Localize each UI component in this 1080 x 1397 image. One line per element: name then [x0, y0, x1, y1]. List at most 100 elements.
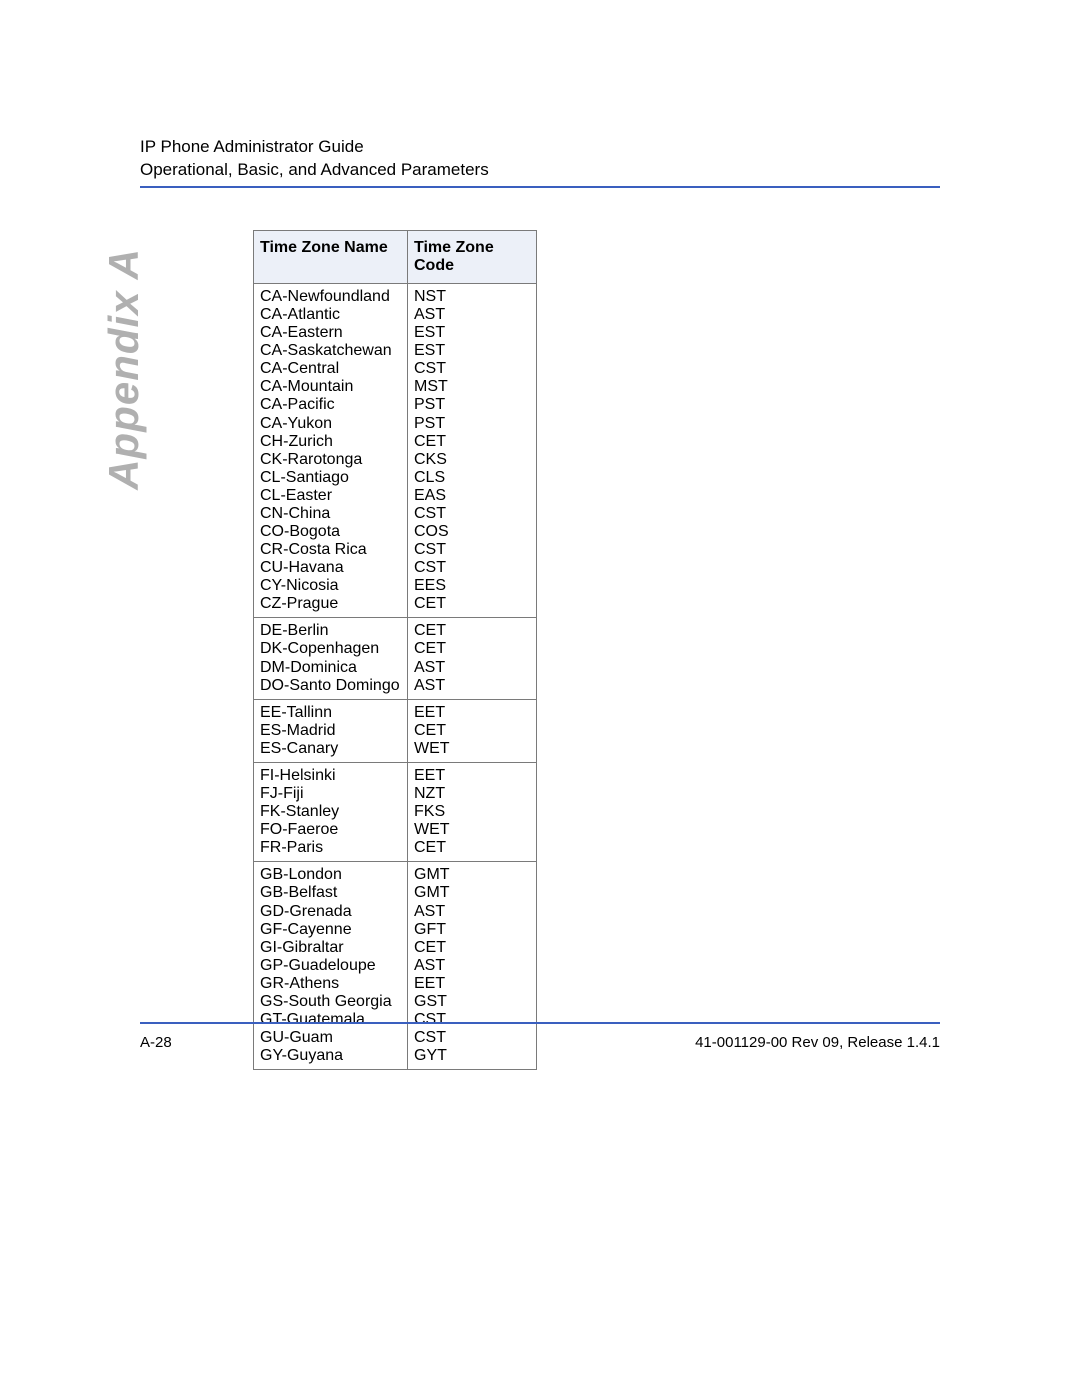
- timezone-name: CA-Eastern: [260, 324, 401, 342]
- group-col-code: EETNZTFKSWETCET: [408, 763, 536, 861]
- timezone-code: WET: [414, 740, 530, 758]
- timezone-code: NZT: [414, 785, 530, 803]
- timezone-code: MST: [414, 378, 530, 396]
- group-col-name: DE-BerlinDK-CopenhagenDM-DominicaDO-Sant…: [254, 618, 408, 698]
- group-col-name: FI-HelsinkiFJ-FijiFK-StanleyFO-FaeroeFR-…: [254, 763, 408, 861]
- timezone-name: FK-Stanley: [260, 803, 401, 821]
- timezone-name: FI-Helsinki: [260, 767, 401, 785]
- timezone-name: FR-Paris: [260, 839, 401, 857]
- group-col-code: NSTASTESTESTCSTMSTPSTPSTCETCKSCLSEASCSTC…: [408, 284, 536, 617]
- timezone-name: CA-Saskatchewan: [260, 342, 401, 360]
- timezone-name: GB-Belfast: [260, 884, 401, 902]
- timezone-code: AST: [414, 306, 530, 324]
- page-number: A-28: [140, 1034, 172, 1051]
- timezone-name: CL-Easter: [260, 487, 401, 505]
- timezone-name: CZ-Prague: [260, 595, 401, 613]
- timezone-code: AST: [414, 677, 530, 695]
- timezone-code: CET: [414, 622, 530, 640]
- timezone-code: COS: [414, 523, 530, 541]
- table-group: DE-BerlinDK-CopenhagenDM-DominicaDO-Sant…: [254, 618, 536, 699]
- timezone-name: GS-South Georgia: [260, 993, 401, 1011]
- timezone-name: GD-Grenada: [260, 903, 401, 921]
- timezone-name: GR-Athens: [260, 975, 401, 993]
- timezone-code: CET: [414, 640, 530, 658]
- doc-revision: 41-001129-00 Rev 09, Release 1.4.1: [695, 1034, 940, 1051]
- timezone-name: CY-Nicosia: [260, 577, 401, 595]
- doc-title: IP Phone Administrator Guide: [140, 137, 940, 157]
- timezone-name: DK-Copenhagen: [260, 640, 401, 658]
- timezone-name: ES-Madrid: [260, 722, 401, 740]
- timezone-name: GB-London: [260, 866, 401, 884]
- timezone-code: AST: [414, 903, 530, 921]
- page-footer: A-28 41-001129-00 Rev 09, Release 1.4.1: [140, 1022, 940, 1051]
- timezone-code: EET: [414, 704, 530, 722]
- timezone-code: EST: [414, 342, 530, 360]
- timezone-code: CLS: [414, 469, 530, 487]
- timezone-name: GP-Guadeloupe: [260, 957, 401, 975]
- timezone-name: DE-Berlin: [260, 622, 401, 640]
- page-content: IP Phone Administrator Guide Operational…: [140, 137, 940, 1070]
- timezone-code: CST: [414, 360, 530, 378]
- timezone-name: CA-Newfoundland: [260, 288, 401, 306]
- timezone-code: CST: [414, 505, 530, 523]
- doc-subtitle: Operational, Basic, and Advanced Paramet…: [140, 160, 940, 180]
- timezone-code: CKS: [414, 451, 530, 469]
- timezone-code: NST: [414, 288, 530, 306]
- timezone-code: AST: [414, 957, 530, 975]
- timezone-code: EAS: [414, 487, 530, 505]
- timezone-code: PST: [414, 415, 530, 433]
- timezone-code: FKS: [414, 803, 530, 821]
- timezone-name: DM-Dominica: [260, 659, 401, 677]
- timezone-code: EET: [414, 975, 530, 993]
- timezone-code: CET: [414, 433, 530, 451]
- timezone-name: ES-Canary: [260, 740, 401, 758]
- timezone-code: CET: [414, 722, 530, 740]
- group-col-name: CA-NewfoundlandCA-AtlanticCA-EasternCA-S…: [254, 284, 408, 617]
- table-group: FI-HelsinkiFJ-FijiFK-StanleyFO-FaeroeFR-…: [254, 763, 536, 862]
- timezone-name: CO-Bogota: [260, 523, 401, 541]
- timezone-name: CH-Zurich: [260, 433, 401, 451]
- timezone-name: CA-Yukon: [260, 415, 401, 433]
- timezone-code: EST: [414, 324, 530, 342]
- table-group: EE-TallinnES-MadridES-CanaryEETCETWET: [254, 700, 536, 763]
- timezone-name: CK-Rarotonga: [260, 451, 401, 469]
- group-col-code: CETCETASTAST: [408, 618, 536, 698]
- timezone-name: EE-Tallinn: [260, 704, 401, 722]
- timezone-code: GMT: [414, 884, 530, 902]
- group-col-name: EE-TallinnES-MadridES-Canary: [254, 700, 408, 762]
- timezone-code: GST: [414, 993, 530, 1011]
- footer-row: A-28 41-001129-00 Rev 09, Release 1.4.1: [140, 1034, 940, 1051]
- appendix-label: Appendix A: [100, 248, 148, 490]
- group-col-code: EETCETWET: [408, 700, 536, 762]
- timezone-name: CU-Havana: [260, 559, 401, 577]
- table-header-row: Time Zone Name Time Zone Code: [254, 231, 536, 284]
- timezone-code: WET: [414, 821, 530, 839]
- timezone-code: CST: [414, 559, 530, 577]
- timezone-code: CET: [414, 595, 530, 613]
- timezone-name: CA-Pacific: [260, 396, 401, 414]
- timezone-table: Time Zone Name Time Zone Code CA-Newfoun…: [253, 230, 537, 1070]
- timezone-name: CL-Santiago: [260, 469, 401, 487]
- timezone-name: FJ-Fiji: [260, 785, 401, 803]
- timezone-name: CA-Atlantic: [260, 306, 401, 324]
- table-group: CA-NewfoundlandCA-AtlanticCA-EasternCA-S…: [254, 284, 536, 618]
- timezone-name: GI-Gibraltar: [260, 939, 401, 957]
- timezone-code: GMT: [414, 866, 530, 884]
- col-header-code: Time Zone Code: [408, 231, 536, 283]
- timezone-name: CA-Central: [260, 360, 401, 378]
- timezone-name: CN-China: [260, 505, 401, 523]
- timezone-code: GFT: [414, 921, 530, 939]
- header-rule: [140, 186, 940, 188]
- timezone-name: CA-Mountain: [260, 378, 401, 396]
- timezone-code: PST: [414, 396, 530, 414]
- timezone-name: FO-Faeroe: [260, 821, 401, 839]
- timezone-name: CR-Costa Rica: [260, 541, 401, 559]
- timezone-name: DO-Santo Domingo: [260, 677, 401, 695]
- timezone-name: GF-Cayenne: [260, 921, 401, 939]
- timezone-code: AST: [414, 659, 530, 677]
- footer-rule: [140, 1022, 940, 1024]
- col-header-name: Time Zone Name: [254, 231, 408, 283]
- timezone-code: CET: [414, 839, 530, 857]
- timezone-code: CET: [414, 939, 530, 957]
- timezone-code: EES: [414, 577, 530, 595]
